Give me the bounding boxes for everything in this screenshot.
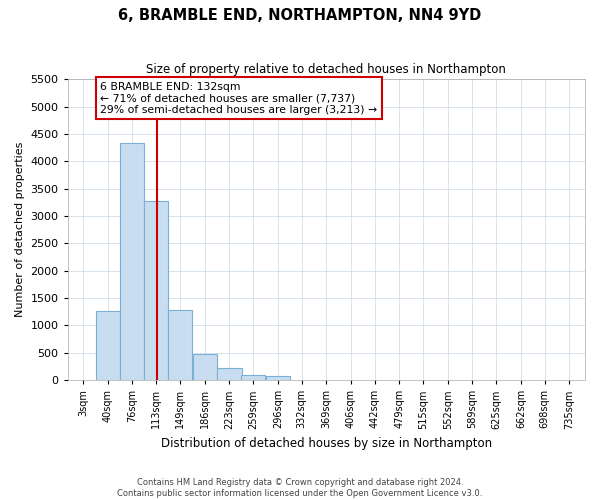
Bar xyxy=(217,368,242,380)
Bar xyxy=(193,354,217,380)
Y-axis label: Number of detached properties: Number of detached properties xyxy=(15,142,25,318)
Bar xyxy=(266,376,290,380)
Bar xyxy=(119,144,144,380)
Title: Size of property relative to detached houses in Northampton: Size of property relative to detached ho… xyxy=(146,62,506,76)
X-axis label: Distribution of detached houses by size in Northampton: Distribution of detached houses by size … xyxy=(161,437,492,450)
Text: 6 BRAMBLE END: 132sqm
← 71% of detached houses are smaller (7,737)
29% of semi-d: 6 BRAMBLE END: 132sqm ← 71% of detached … xyxy=(100,82,377,115)
Bar xyxy=(96,312,120,380)
Text: 6, BRAMBLE END, NORTHAMPTON, NN4 9YD: 6, BRAMBLE END, NORTHAMPTON, NN4 9YD xyxy=(118,8,482,22)
Bar xyxy=(144,201,169,380)
Text: Contains HM Land Registry data © Crown copyright and database right 2024.
Contai: Contains HM Land Registry data © Crown c… xyxy=(118,478,482,498)
Bar xyxy=(241,374,265,380)
Bar xyxy=(168,310,193,380)
